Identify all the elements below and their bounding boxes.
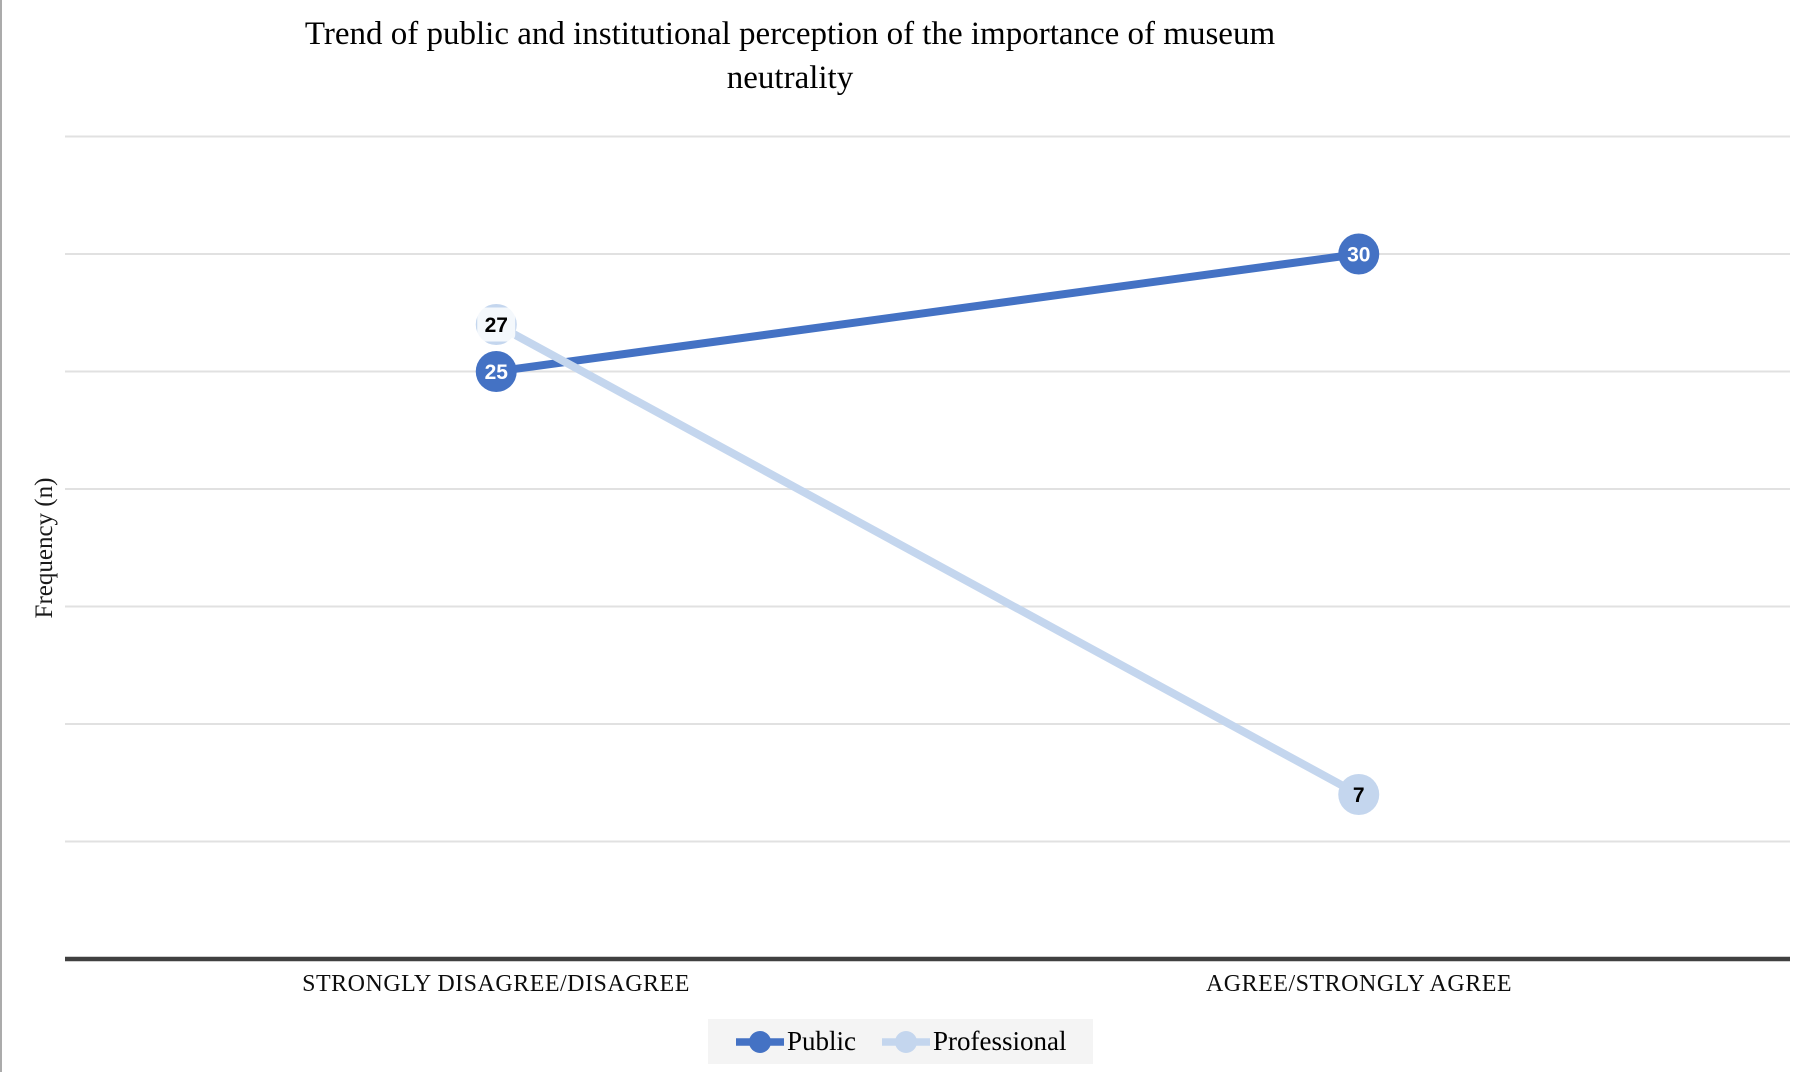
professional-line-marker-icon [882, 1030, 931, 1053]
legend-item-public: Public [734, 1026, 856, 1057]
data-label-public-1: 30 [1347, 244, 1370, 267]
marker-professional-1 [1338, 774, 1380, 815]
series-line-public [492, 250, 1363, 376]
chart-legend: Public Professional [708, 1019, 1093, 1064]
marker-public-0 [475, 351, 517, 392]
legend-item-professional: Professional [880, 1026, 1067, 1057]
data-label-background [477, 307, 516, 342]
x-axis-label-strongly-disagree: STRONGLY DISAGREE/DISAGREE [302, 971, 690, 997]
data-label-public-0: 25 [485, 361, 509, 384]
chart-title-line-1: Trend of public and institutional percep… [304, 16, 1276, 52]
legend-label-public: Public [787, 1026, 857, 1056]
marker-public-1 [1338, 233, 1380, 275]
x-axis-label-agree: AGREE/STRONGLY AGREE [1205, 971, 1513, 997]
y-axis-title: Frequency (n) [31, 477, 58, 619]
chart-title: Trend of public and institutional percep… [210, 12, 1370, 100]
series-line-professional [492, 320, 1363, 799]
window-left-border [0, 0, 2, 1072]
data-label-professional-1: 7 [1353, 784, 1365, 807]
chart-title-line-2: neutrality [726, 60, 854, 96]
data-label-professional-0: 27 [485, 314, 508, 337]
public-line-marker-icon [736, 1030, 784, 1053]
legend-label-professional: Professional [933, 1026, 1067, 1056]
